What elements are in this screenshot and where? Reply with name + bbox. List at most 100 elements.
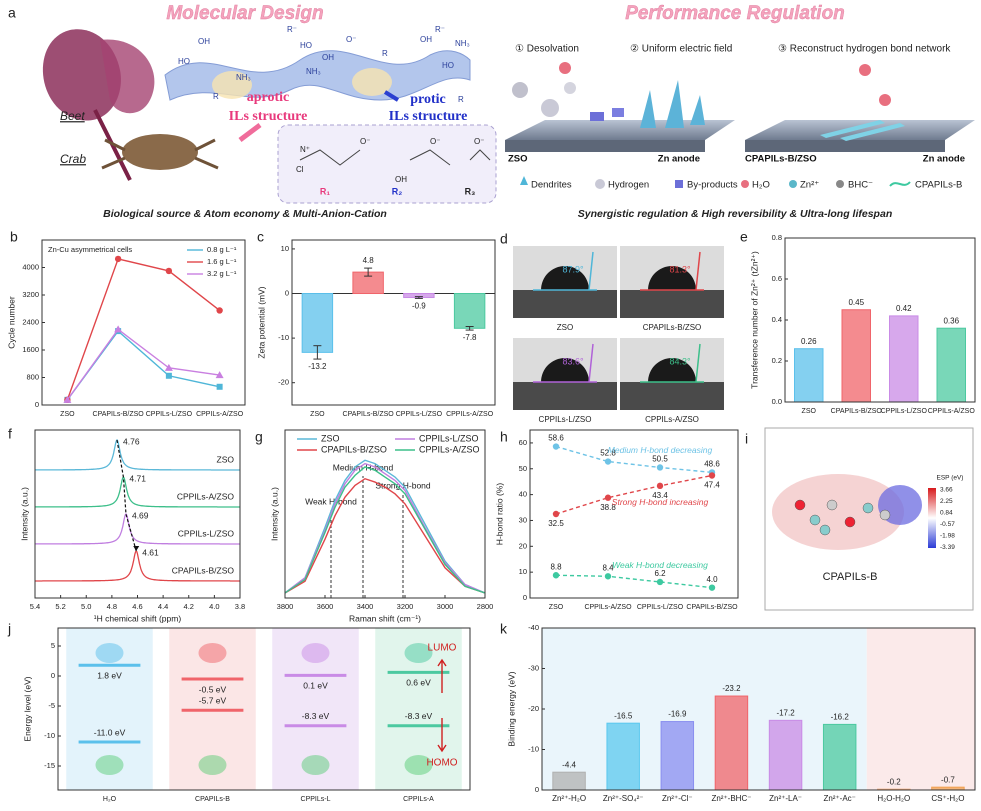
x-tick-label: CPPILs-A/ZSO <box>928 408 976 415</box>
y-axis-label: Intensity (a.u.) <box>19 487 29 541</box>
atom <box>809 514 821 526</box>
spectrum <box>35 475 240 508</box>
aprotic-label: aprotic <box>247 90 290 105</box>
series-line <box>555 474 713 515</box>
contact-angle: 84.3° <box>669 356 691 366</box>
tangent <box>588 343 594 383</box>
marker <box>708 472 716 479</box>
peak-label: 4.71 <box>129 473 146 483</box>
photo-caption: CPPILs-A/ZSO <box>645 415 699 424</box>
y-axis-label: Intensity (a.u.) <box>269 487 279 541</box>
x-tick-label: CPAPILs-B/ZSO <box>686 604 738 611</box>
marker <box>552 510 560 518</box>
legend-label: 3.2 g L⁻¹ <box>207 269 237 278</box>
shift-arrow <box>116 439 137 552</box>
legend-label: 0.8 g L⁻¹ <box>207 245 237 254</box>
orbital <box>198 755 227 775</box>
value-label: 0.26 <box>801 337 817 346</box>
orbital <box>198 643 227 663</box>
panel-label: c <box>257 229 264 245</box>
legend-label: CPPILs-A/ZSO <box>419 444 480 454</box>
value-label: 47.4 <box>704 481 720 490</box>
x-tick-label: 4.4 <box>158 602 168 611</box>
plot-frame <box>529 429 739 599</box>
x-tick-label: 3200 <box>397 602 414 611</box>
value-label: -11.0 eV <box>94 727 126 737</box>
x-axis-label: Raman shift (cm⁻¹) <box>349 613 421 623</box>
y-axis-label: Zeta potential (mV) <box>256 286 266 358</box>
molecule-label: R <box>382 49 388 58</box>
value-label: -5.7 eV <box>199 695 227 705</box>
x-tick-label: CPAPILs-B/ZSO <box>93 411 145 418</box>
y-tick-label: -20 <box>278 378 289 387</box>
value-label: 50.5 <box>652 455 668 464</box>
x-tick-label: CPAPILs-B/ZSO <box>343 411 395 418</box>
plot-frame <box>284 429 486 599</box>
x-tick-label: 4.0 <box>209 602 219 611</box>
x-tick-label: CPAPILs-B/ZSO <box>831 408 883 415</box>
uniform-deposit <box>820 120 905 141</box>
anode-label: Zn anode <box>658 154 700 165</box>
right-title: Performance Regulation <box>625 3 845 24</box>
molecule-label: NH₃ <box>306 67 321 76</box>
droplet <box>648 266 696 290</box>
legend-icon <box>595 179 605 189</box>
series-line <box>284 477 486 594</box>
atom <box>826 499 838 511</box>
orbital <box>95 643 124 663</box>
y-tick-label: 3200 <box>22 290 39 299</box>
marker <box>552 572 560 579</box>
value-label: -16.5 <box>614 711 633 720</box>
x-tick-label: 5.2 <box>55 602 65 611</box>
marker <box>165 372 172 379</box>
bar <box>606 722 640 791</box>
value-label: -8.3 eV <box>405 711 433 721</box>
legend-label: CPPILs-L/ZSO <box>419 433 479 443</box>
value-label: 1.8 eV <box>97 670 122 680</box>
series-line <box>66 330 220 401</box>
x-tick-label: 5.0 <box>81 602 91 611</box>
photo-caption: ZSO <box>557 323 573 332</box>
x-axis-label: ¹H chemical shift (ppm) <box>94 613 182 623</box>
x-tick-label: H₂O-H₂O <box>877 794 910 803</box>
bar <box>552 771 586 791</box>
by-products <box>612 108 624 117</box>
colorbar-label: -0.57 <box>940 521 955 528</box>
hydrogen-bubble <box>512 82 528 98</box>
solvated-ion <box>859 64 871 76</box>
y-tick-label: 0 <box>51 671 55 680</box>
marker <box>656 482 664 490</box>
structure-label: O⁻ <box>474 137 484 146</box>
x-tick-label: ZSO <box>60 411 75 418</box>
y-tick-label: -10 <box>44 731 55 740</box>
bar <box>301 293 334 353</box>
bar <box>768 719 803 791</box>
value-label: 0.45 <box>848 298 864 307</box>
value-label: -16.9 <box>668 710 687 719</box>
legend-label: By-products <box>687 180 738 191</box>
photo-substrate <box>620 382 724 410</box>
scene-label: CPAPILs-B/ZSO <box>745 154 817 165</box>
r-group-structures <box>299 149 491 166</box>
structure-label: OH <box>395 175 407 184</box>
by-products <box>590 112 604 121</box>
series-line <box>66 328 220 401</box>
series-line <box>555 445 713 474</box>
y-tick-label: 10 <box>519 567 527 576</box>
y-tick-label: 1600 <box>22 345 39 354</box>
panel-label: d <box>500 231 508 247</box>
atom <box>819 524 831 536</box>
molecule-label: O⁻ <box>346 35 356 44</box>
legend-icon <box>889 181 911 187</box>
x-tick-label: CPAPILs-B <box>195 796 230 803</box>
spectrum <box>35 512 240 545</box>
value-label: -13.2 <box>308 362 327 371</box>
value-label: 52.8 <box>600 449 616 458</box>
y-tick-label: 0.6 <box>772 274 782 283</box>
y-tick-label: 0 <box>35 400 39 409</box>
bar <box>841 309 871 403</box>
protic-label: protic <box>410 92 446 107</box>
structure-label: N⁺ <box>300 145 310 154</box>
y-axis-label: Energy level (eV) <box>22 676 32 741</box>
y-tick-label: 800 <box>26 372 39 381</box>
